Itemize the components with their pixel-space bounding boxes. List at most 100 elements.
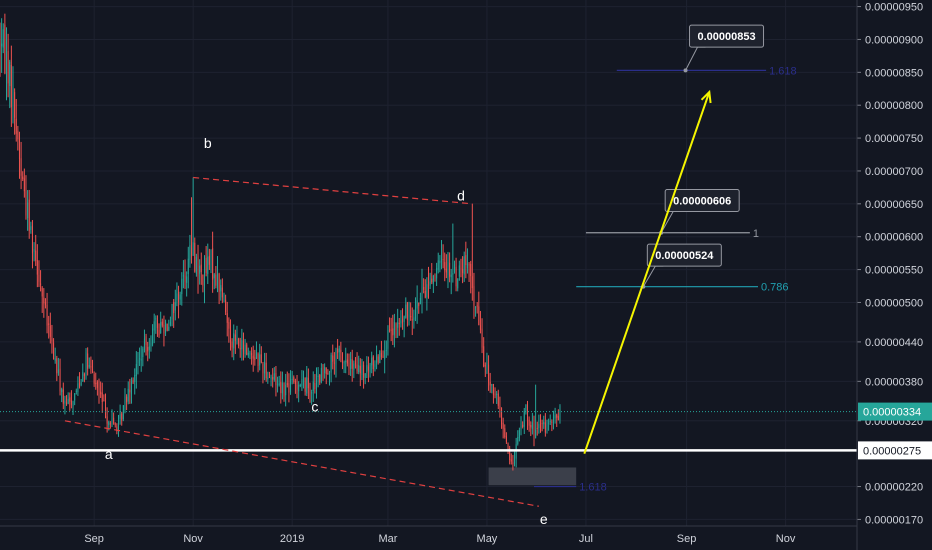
candle [431, 263, 433, 285]
candle [382, 350, 384, 359]
wave-label: a [105, 446, 113, 462]
candle [470, 260, 472, 294]
candle [27, 190, 29, 231]
candle [504, 424, 506, 439]
candle [270, 374, 272, 387]
candle [238, 337, 240, 349]
candle [215, 266, 217, 289]
candle [40, 270, 42, 292]
candle [72, 400, 74, 415]
fib-level-label: 1 [753, 228, 759, 240]
candle [104, 393, 107, 419]
candle [59, 358, 61, 396]
candle [199, 259, 201, 285]
candle [353, 360, 355, 379]
candle [30, 221, 32, 234]
candle [551, 419, 553, 432]
candle [213, 272, 215, 290]
wave-label: c [311, 399, 318, 415]
candle [369, 362, 371, 378]
candle [48, 315, 50, 339]
candle [533, 415, 535, 447]
price-callout-box [646, 243, 722, 267]
candle [264, 352, 266, 381]
candle [502, 417, 504, 439]
candle [291, 370, 293, 385]
candle [259, 343, 261, 371]
candle [301, 370, 303, 391]
candle [46, 292, 48, 334]
candle [187, 246, 189, 289]
candle [246, 342, 248, 356]
candle [491, 383, 493, 394]
candle [155, 315, 157, 334]
candle [122, 405, 124, 422]
candle [314, 374, 316, 394]
candle [113, 412, 115, 425]
candle [439, 255, 441, 273]
candle [486, 352, 488, 374]
candle [0, 22, 1, 77]
wave-label: d [457, 188, 465, 204]
candle [231, 338, 233, 358]
candle [36, 244, 38, 288]
candle [554, 407, 556, 424]
candle [527, 400, 529, 430]
candle [15, 98, 17, 142]
candle [335, 347, 337, 378]
candle [437, 252, 439, 274]
candle [484, 362, 486, 377]
projection-arrow [583, 91, 711, 455]
candle [298, 381, 300, 403]
candle [330, 352, 332, 383]
candle [337, 338, 339, 359]
price-callout-text: 0.00000853 [697, 31, 755, 43]
candle [228, 317, 230, 343]
candle [54, 347, 56, 364]
target-zone-box [488, 467, 577, 486]
candle [236, 325, 238, 345]
candle [186, 271, 188, 297]
fib-level-label: 0.786 [761, 282, 789, 294]
candle [25, 175, 27, 220]
candle [139, 347, 141, 366]
candle [22, 171, 24, 182]
candle [324, 363, 326, 379]
candle [496, 391, 498, 404]
candle [475, 306, 477, 317]
candle [476, 302, 478, 314]
candle [194, 237, 196, 273]
candle [234, 329, 236, 354]
x-tick-label: May [477, 533, 498, 545]
candle [251, 347, 253, 365]
candle [75, 388, 77, 395]
candle [436, 262, 438, 286]
y-tick-label: 0.00000900 [865, 34, 923, 46]
candle [244, 338, 246, 358]
y-tick-label: 0.00000380 [865, 376, 923, 388]
candle [173, 298, 175, 328]
candle [64, 395, 66, 415]
candle [23, 168, 25, 198]
candle [114, 422, 116, 428]
candle [208, 248, 210, 270]
candle [273, 367, 275, 382]
candle [204, 255, 206, 304]
candle [402, 308, 404, 330]
candle [275, 365, 277, 397]
candle [463, 251, 465, 282]
candle [449, 252, 451, 283]
candle [124, 388, 126, 414]
candle [70, 390, 72, 409]
candle [389, 317, 391, 333]
candle [17, 125, 19, 151]
candle [41, 286, 43, 313]
candle [254, 349, 256, 366]
candle [304, 377, 306, 396]
candle [156, 315, 158, 337]
candle [184, 259, 186, 289]
x-tick-label: Mar [378, 533, 397, 545]
candle [374, 360, 376, 372]
candle [150, 335, 152, 352]
candle [111, 409, 113, 428]
